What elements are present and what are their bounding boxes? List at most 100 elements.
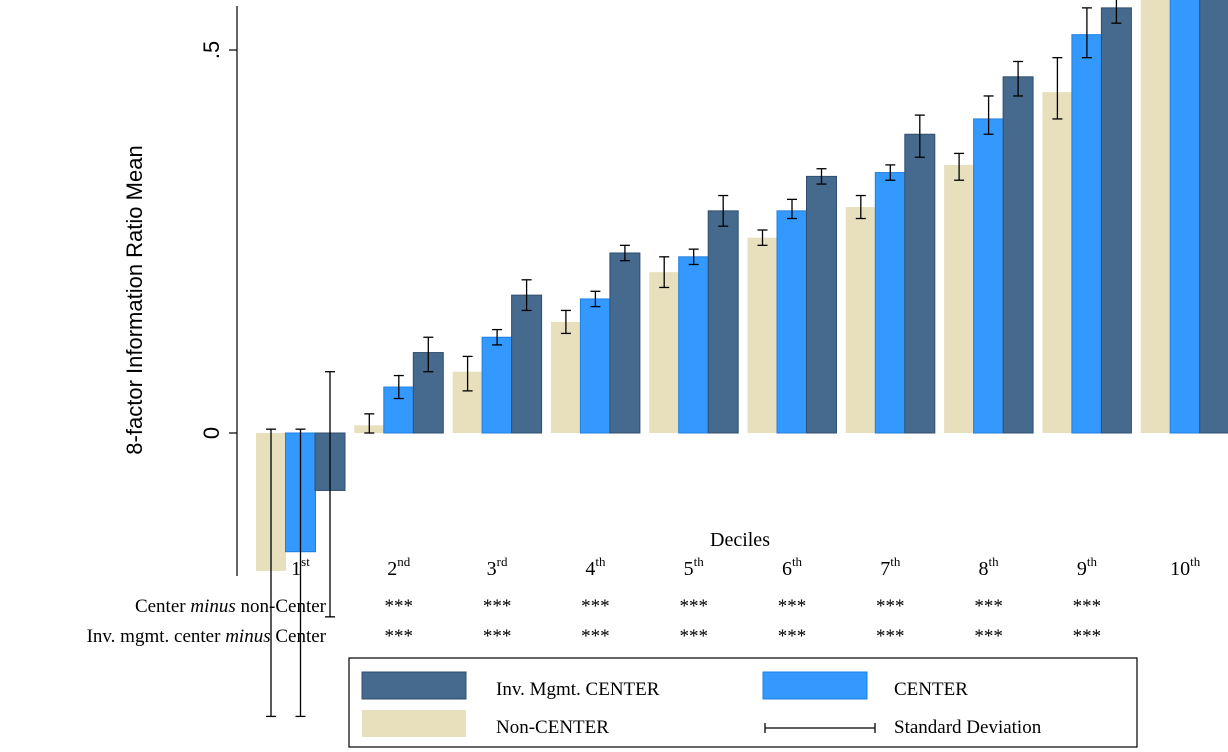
bar-center-9: [1071, 34, 1103, 434]
x-tick-label: 8th: [979, 554, 1000, 580]
significance-mark: ***: [778, 626, 807, 647]
x-axis-label: Deciles: [710, 529, 770, 551]
significance-mark: ***: [1073, 626, 1102, 647]
error-bar-inv-mgmt-center-4: [619, 244, 630, 262]
bar-non-center-5: [649, 272, 680, 433]
x-tick-label: 4th: [585, 554, 606, 580]
y-axis-label: 8-factor Information Ratio Mean: [122, 145, 147, 454]
bar-inv-mgmt-center-3: [511, 294, 543, 434]
legend-item-non-center: Non-CENTER: [362, 710, 609, 738]
error-bar-non-center-7: [855, 194, 866, 220]
error-bar-non-center-3: [462, 355, 473, 392]
error-bar-center-9: [1081, 7, 1092, 59]
error-bar-inv-mgmt-center-2: [423, 336, 434, 373]
x-tick-label: 9th: [1077, 554, 1098, 580]
bar-center-5: [678, 256, 710, 434]
error-bar-non-center-1: [266, 428, 276, 718]
error-bar-inv-mgmt-center-6: [816, 168, 827, 185]
error-bar-center-4: [590, 290, 601, 308]
error-bar-inv-mgmt-center-7: [914, 114, 925, 158]
legend-swatch: [361, 671, 467, 700]
error-bar-non-center-5: [659, 256, 670, 289]
bar-inv-mgmt-center-4: [609, 252, 641, 434]
bar-center-10: [1169, 0, 1201, 434]
significance-mark: ***: [385, 626, 414, 647]
error-bars-layer: [266, 0, 1122, 718]
significance-mark: ***: [483, 626, 512, 647]
bar-inv-mgmt-center-10: [1199, 0, 1228, 434]
x-tick-label: 2nd: [387, 554, 411, 580]
x-tick-label: 1st: [291, 554, 310, 580]
significance-mark: ***: [385, 596, 414, 617]
bar-inv-mgmt-center-6: [806, 175, 837, 434]
bar-inv-mgmt-center-5: [707, 210, 739, 434]
error-bar-non-center-6: [757, 229, 768, 246]
significance-mark: ***: [679, 626, 708, 647]
legend-swatch: [762, 671, 868, 700]
x-tick-labels-layer: 1st 2nd 3rd 4th 5th 6th 7th 8th 9th 10th: [291, 554, 1201, 580]
legend-box: [348, 657, 1138, 748]
bar-center-7: [874, 172, 906, 434]
x-tick-label: 3rd: [487, 554, 508, 580]
error-bar-legend-icon: [764, 723, 876, 733]
significance-row-label: Inv. mgmt. center minus Center: [87, 626, 327, 647]
error-bar-non-center-4: [560, 309, 571, 335]
significance-mark: ***: [778, 596, 807, 617]
significance-mark: ***: [581, 626, 610, 647]
significance-mark: ***: [974, 626, 1003, 647]
legend-label: CENTER: [894, 679, 968, 700]
error-bar-inv-mgmt-center-8: [1013, 60, 1024, 97]
bar-center-8: [973, 118, 1005, 434]
bar-non-center-7: [845, 207, 876, 433]
bar-center-3: [481, 336, 513, 434]
significance-mark: ***: [679, 596, 708, 617]
legend-item-inv-mgmt-center: Inv. Mgmt. CENTER: [361, 671, 660, 700]
error-bar-inv-mgmt-center-9: [1111, 0, 1122, 24]
x-tick-label: 5th: [684, 554, 705, 580]
bar-non-center-8: [944, 164, 975, 433]
error-bar-center-1: [295, 428, 306, 718]
significance-mark: ***: [581, 596, 610, 617]
legend: Inv. Mgmt. CENTER CENTER Non-CENTER Standar…: [348, 657, 1138, 748]
error-bar-center-7: [885, 164, 896, 181]
error-bar-non-center-8: [954, 152, 965, 181]
error-bar-center-2: [393, 374, 404, 400]
y-tick-label: .5: [199, 41, 224, 59]
significance-mark: ***: [974, 596, 1003, 617]
legend-item-standard-deviation: Standard Deviation: [764, 717, 1042, 738]
bar-inv-mgmt-center-9: [1100, 7, 1132, 434]
x-tick-label: 7th: [880, 554, 901, 580]
error-bar-center-3: [492, 328, 503, 346]
x-tick-label: 10th: [1170, 554, 1201, 580]
legend-item-center: CENTER: [762, 671, 968, 700]
error-bar-inv-mgmt-center-3: [521, 279, 532, 312]
legend-swatch: [362, 710, 466, 737]
x-tick-label: 6th: [782, 554, 803, 580]
significance-rows: Center minus non-Center *** *** *** *** *** **…: [87, 596, 1102, 647]
significance-mark: ***: [1073, 596, 1102, 617]
bar-non-center-6: [747, 237, 778, 433]
significance-mark: ***: [876, 626, 905, 647]
bar-inv-mgmt-center-7: [904, 133, 936, 434]
bar-center-4: [579, 298, 611, 434]
bar-center-6: [776, 210, 808, 434]
error-bar-non-center-2: [364, 413, 375, 434]
bar-non-center-4: [550, 321, 581, 433]
bar-non-center-9: [1042, 92, 1073, 433]
error-bar-inv-mgmt-center-1: [325, 371, 335, 618]
error-bar-center-8: [983, 95, 994, 135]
bars-layer: [256, 0, 1228, 571]
y-tick-label: 0: [199, 427, 224, 439]
error-bar-non-center-9: [1052, 57, 1063, 120]
bar-non-center-10: [1140, 0, 1171, 434]
error-bar-center-6: [787, 198, 797, 220]
legend-label: Non-CENTER: [496, 717, 609, 738]
significance-mark: ***: [876, 596, 905, 617]
significance-mark: ***: [483, 596, 512, 617]
significance-row-label: Center minus non-Center: [135, 596, 327, 617]
bar-inv-mgmt-center-8: [1002, 76, 1034, 434]
error-bar-inv-mgmt-center-5: [718, 194, 729, 227]
error-bar-center-5: [688, 248, 699, 266]
legend-label: Inv. Mgmt. CENTER: [496, 679, 660, 700]
